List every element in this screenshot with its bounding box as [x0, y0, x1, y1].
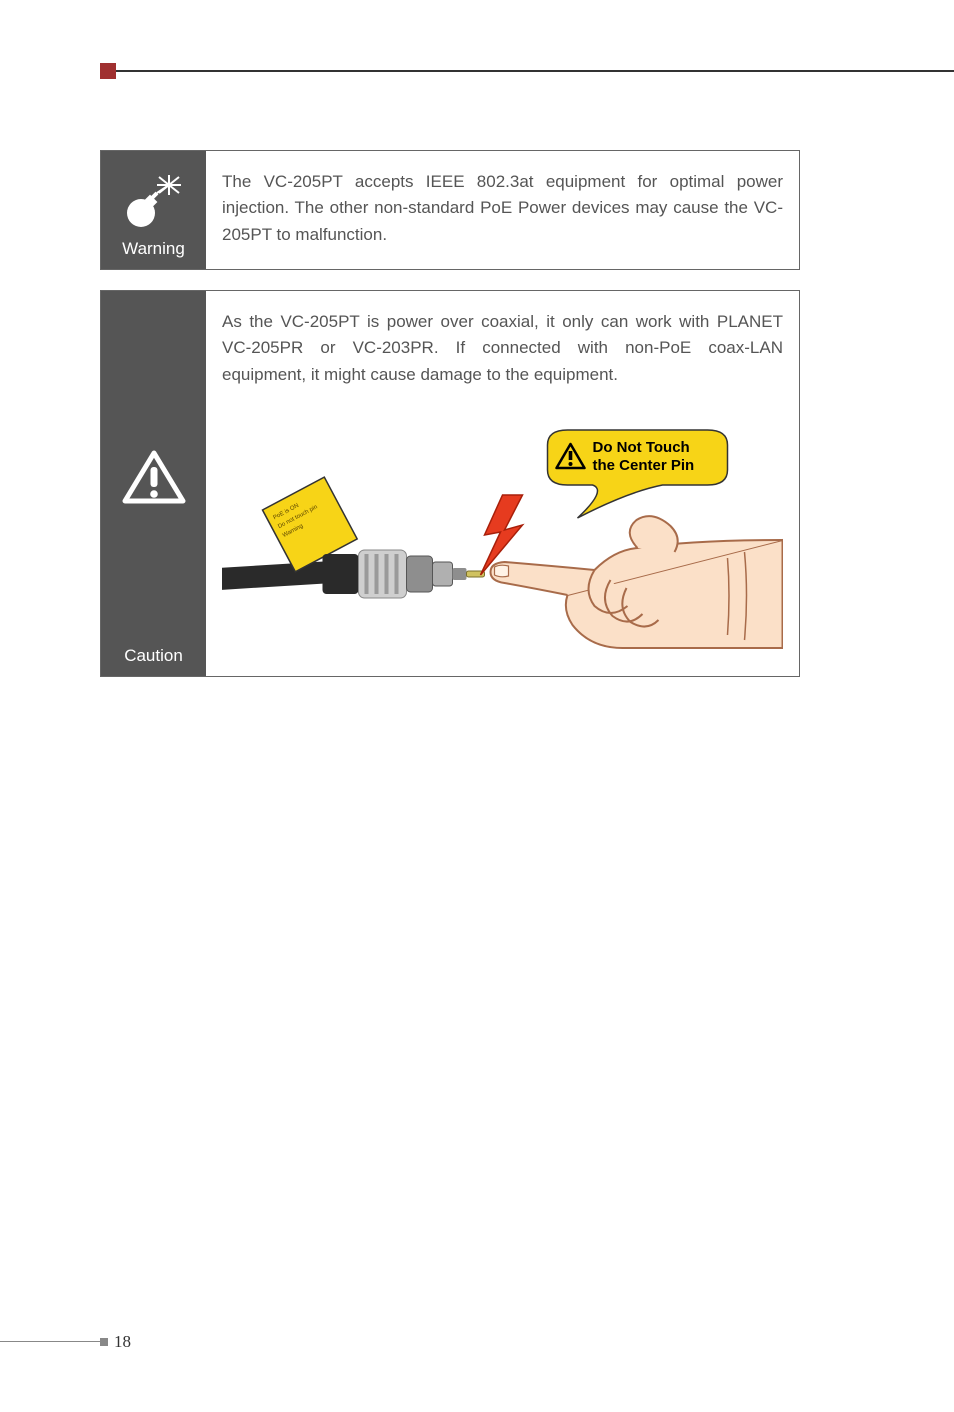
caution-body: As the VC-205PT is power over coaxial, i… — [206, 291, 799, 676]
warning-box: Warning The VC-205PT accepts IEEE 802.3a… — [100, 150, 800, 270]
warning-label: Warning — [122, 239, 185, 259]
caution-text: As the VC-205PT is power over coaxial, i… — [222, 309, 783, 388]
caution-sidebar: Caution — [101, 291, 206, 676]
caution-label: Caution — [124, 646, 183, 666]
header-marker-square — [100, 63, 116, 79]
caution-illustration: PoE is ON Do not touch pin Warning — [222, 400, 783, 650]
callout-line2: the Center Pin — [593, 457, 695, 474]
footer-tick — [100, 1338, 108, 1346]
header-rule — [100, 70, 954, 72]
do-not-touch-callout: Do Not Touch the Center Pin — [548, 430, 728, 518]
bomb-spark-icon — [119, 161, 189, 233]
page-content: Warning The VC-205PT accepts IEEE 802.3a… — [100, 150, 800, 697]
footer-rule — [0, 1341, 104, 1342]
caution-box: Caution As the VC-205PT is power over co… — [100, 290, 800, 677]
page-number: 18 — [114, 1332, 131, 1352]
warning-text: The VC-205PT accepts IEEE 802.3at equipm… — [206, 151, 799, 269]
callout-line1: Do Not Touch — [593, 439, 690, 456]
warning-sidebar: Warning — [101, 151, 206, 269]
alert-triangle-icon — [119, 301, 189, 640]
hand-illustration — [491, 516, 783, 648]
